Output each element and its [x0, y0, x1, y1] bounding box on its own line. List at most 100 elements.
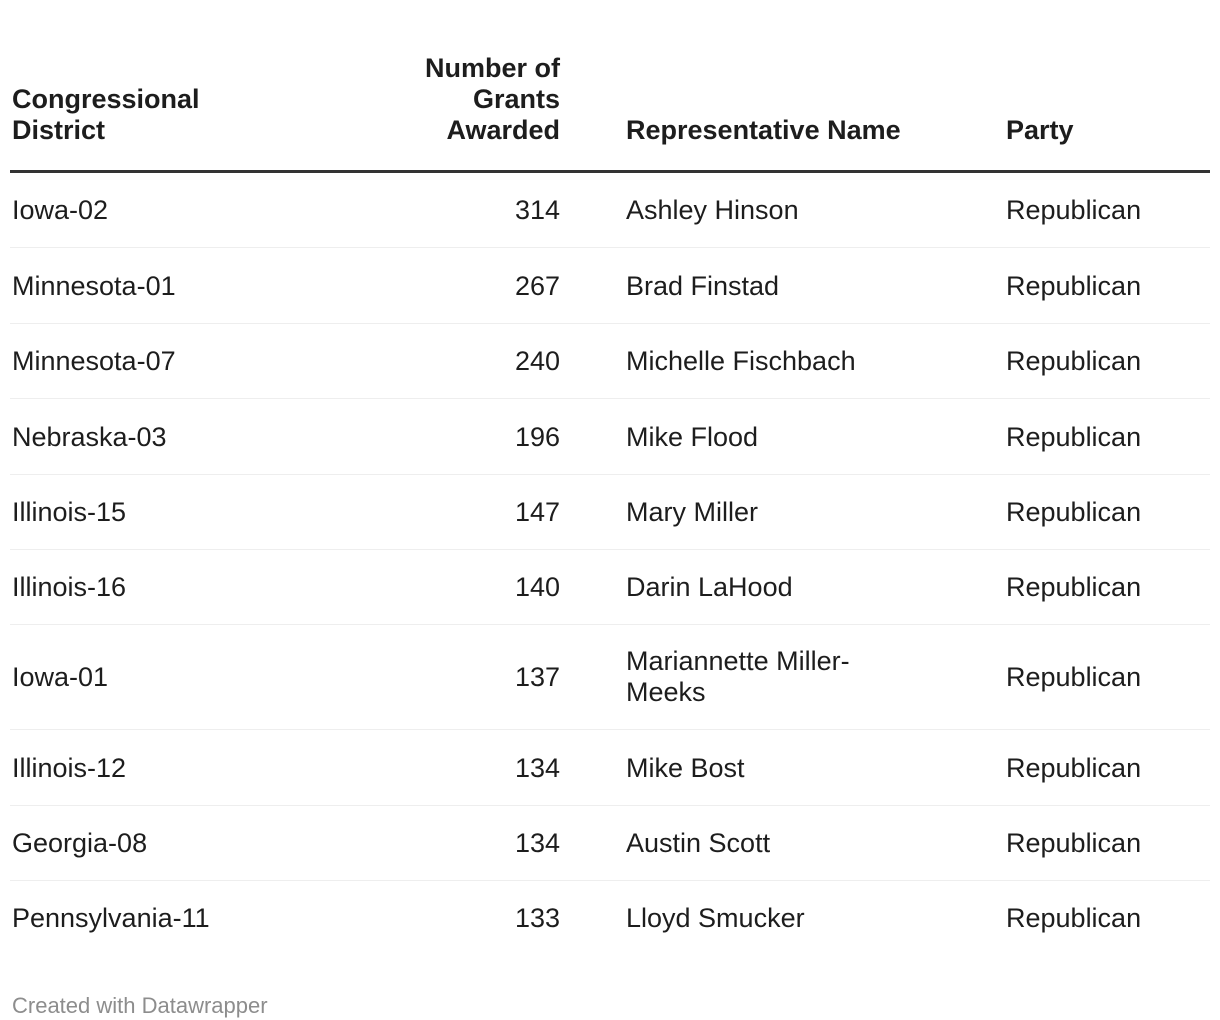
- representative-cell: Ashley Hinson: [560, 171, 1006, 249]
- column-header-congressional-district-text: Congressional District: [12, 84, 200, 145]
- grants-awarded-cell: 196: [350, 398, 560, 475]
- party-cell-text: Republican: [1006, 752, 1142, 783]
- district-cell-text: Minnesota-01: [12, 270, 176, 301]
- representative-cell-text: Mariannette Miller-Meeks: [626, 646, 850, 708]
- grants-awarded-cell-text: 267: [514, 270, 560, 301]
- district-cell: Georgia-08: [10, 805, 350, 882]
- column-header-party: Party: [1006, 0, 1210, 173]
- party-cell: Republican: [1006, 474, 1210, 550]
- district-cell-text: Minnesota-07: [12, 346, 176, 377]
- party-cell-text: Republican: [1006, 496, 1142, 527]
- district-cell-text: Illinois-12: [12, 752, 127, 783]
- representative-cell: Mary Miller: [560, 474, 1006, 550]
- grants-awarded-cell-text: 140: [514, 572, 560, 603]
- district-cell-text: Pennsylvania-11: [12, 903, 210, 934]
- district-cell-text: Iowa-02: [12, 195, 109, 226]
- column-header-representative-name: Representative Name: [560, 0, 1006, 173]
- party-cell: Republican: [1006, 247, 1210, 324]
- party-cell: Republican: [1006, 171, 1210, 249]
- representative-cell-text: Mike Flood: [626, 421, 759, 452]
- grants-awarded-cell: 134: [350, 805, 560, 882]
- grants-awarded-cell-text: 314: [514, 195, 560, 226]
- table-row: Illinois-15 147 Mary Miller Republican: [10, 474, 1210, 550]
- grants-awarded-cell: 140: [350, 549, 560, 626]
- grants-awarded-cell: 147: [350, 474, 560, 550]
- representative-cell-text: Mike Bost: [626, 752, 745, 783]
- column-header-party-text: Party: [1006, 115, 1074, 145]
- grants-awarded-cell: 267: [350, 247, 560, 324]
- column-header-grants-awarded-text: Number of Grants Awarded: [425, 53, 560, 145]
- column-header-representative-name-text: Representative Name: [626, 115, 901, 145]
- district-cell: Iowa-01: [10, 624, 350, 731]
- party-cell-text: Republican: [1006, 662, 1142, 693]
- party-cell: Republican: [1006, 881, 1210, 956]
- representative-cell-text: Brad Finstad: [626, 270, 780, 301]
- district-cell-text: Georgia-08: [12, 828, 148, 858]
- party-cell: Republican: [1006, 323, 1210, 400]
- table-row: Iowa-02 314 Ashley Hinson Republican: [10, 171, 1210, 249]
- district-cell: Nebraska-03: [10, 398, 350, 475]
- representative-cell: Darin LaHood: [560, 549, 1006, 626]
- representative-cell-text: Michelle Fischbach: [626, 346, 856, 377]
- district-cell: Pennsylvania-11: [10, 881, 350, 956]
- party-cell: Republican: [1006, 624, 1210, 731]
- table-row: Iowa-01 137 Mariannette Miller-Meeks Republ…: [10, 624, 1210, 731]
- table-row: Minnesota-01 267 Brad Finstad Republican: [10, 247, 1210, 324]
- district-cell-text: Nebraska-03: [12, 421, 167, 452]
- grants-awarded-cell-text: 133: [514, 903, 560, 934]
- grants-awarded-cell: 137: [350, 624, 560, 731]
- district-cell-text: Illinois-15: [12, 496, 127, 527]
- table-header: Congressional District Number of Grants …: [10, 0, 1210, 173]
- party-cell: Republican: [1006, 398, 1210, 475]
- representative-cell: Mike Bost: [560, 729, 1006, 806]
- representative-cell-text: Mary Miller: [626, 496, 758, 527]
- party-cell-text: Republican: [1006, 195, 1142, 226]
- representative-cell-text: Lloyd Smucker: [626, 903, 805, 934]
- grants-awarded-cell: 314: [350, 171, 560, 249]
- representative-cell: Brad Finstad: [560, 247, 1006, 324]
- column-header-grants-awarded: Number of Grants Awarded: [350, 0, 560, 173]
- header-row: Congressional District Number of Grants …: [10, 0, 1210, 173]
- district-cell: Minnesota-01: [10, 247, 350, 324]
- grants-awarded-cell-text: 196: [514, 421, 560, 452]
- grants-awarded-cell-text: 137: [514, 662, 560, 693]
- party-cell: Republican: [1006, 549, 1210, 626]
- grants-awarded-cell: 133: [350, 881, 560, 956]
- district-cell-text: Iowa-01: [12, 662, 109, 693]
- representative-cell: Lloyd Smucker: [560, 881, 1006, 956]
- grants-table: Congressional District Number of Grants …: [10, 0, 1210, 955]
- party-cell-text: Republican: [1006, 421, 1142, 452]
- party-cell: Republican: [1006, 729, 1210, 806]
- grants-awarded-cell-text: 134: [514, 828, 560, 858]
- representative-cell: Michelle Fischbach: [560, 323, 1006, 400]
- table-row: Georgia-08 134 Austin Scott Republican: [10, 805, 1210, 882]
- representative-cell-text: Ashley Hinson: [626, 195, 799, 226]
- table-row: Illinois-12 134 Mike Bost Republican: [10, 729, 1210, 806]
- representative-cell: Mike Flood: [560, 398, 1006, 475]
- district-cell-text: Illinois-16: [12, 572, 127, 603]
- grants-awarded-cell-text: 147: [514, 496, 560, 527]
- representative-cell-text: Austin Scott: [626, 828, 771, 858]
- district-cell: Illinois-15: [10, 474, 350, 550]
- district-cell: Minnesota-07: [10, 323, 350, 400]
- grants-awarded-cell-text: 240: [514, 346, 560, 377]
- datawrapper-attribution: Created with Datawrapper: [12, 993, 268, 1019]
- district-cell: Illinois-16: [10, 549, 350, 626]
- grants-awarded-cell-text: 134: [514, 752, 560, 783]
- party-cell-text: Republican: [1006, 572, 1142, 603]
- district-cell: Iowa-02: [10, 171, 350, 249]
- party-cell-text: Republican: [1006, 346, 1142, 377]
- table-body: Iowa-02 314 Ashley Hinson Republican Minneso…: [10, 171, 1210, 956]
- representative-cell-text: Darin LaHood: [626, 572, 793, 603]
- table-row: Illinois-16 140 Darin LaHood Republican: [10, 549, 1210, 626]
- representative-cell: Mariannette Miller-Meeks: [560, 624, 1006, 731]
- column-header-congressional-district: Congressional District: [10, 0, 350, 173]
- table-row: Nebraska-03 196 Mike Flood Republican: [10, 398, 1210, 475]
- table-row: Minnesota-07 240 Michelle Fischbach Republi…: [10, 323, 1210, 400]
- table-row: Pennsylvania-11 133 Lloyd Smucker Republica…: [10, 881, 1210, 956]
- representative-cell: Austin Scott: [560, 805, 1006, 882]
- party-cell-text: Republican: [1006, 828, 1142, 858]
- party-cell-text: Republican: [1006, 270, 1142, 301]
- party-cell: Republican: [1006, 805, 1210, 882]
- grants-awarded-cell: 240: [350, 323, 560, 400]
